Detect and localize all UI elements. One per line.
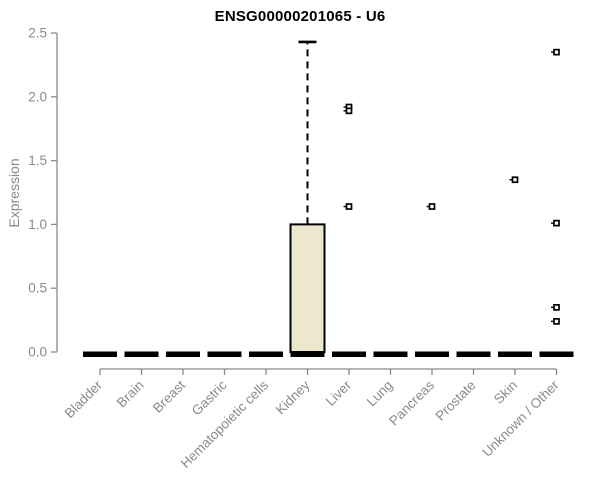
y-tick-label: 2.5 xyxy=(28,26,47,41)
x-tick-label-kidney: Kidney xyxy=(273,377,313,417)
outlier-point-liver xyxy=(345,203,353,210)
x-tick-label-gastric: Gastric xyxy=(189,377,230,418)
y-tick-label: 2.0 xyxy=(28,89,47,104)
x-tick-label-lung: Lung xyxy=(364,378,396,410)
median-skin xyxy=(498,351,532,357)
median-gastric xyxy=(207,351,242,357)
x-tick-label-pancreas: Pancreas xyxy=(386,377,437,428)
outlier-point-unknown-other xyxy=(553,318,560,325)
median-hematopoietic-cells xyxy=(249,351,283,357)
outlier-point-liver xyxy=(345,107,353,115)
median-pancreas xyxy=(415,351,449,357)
x-tick-label-breast: Breast xyxy=(150,377,188,415)
median-lung xyxy=(373,351,408,357)
median-unknown-other xyxy=(539,351,574,357)
median-breast xyxy=(166,351,200,357)
median-bladder xyxy=(83,351,117,357)
chart-title: ENSG00000201065 - U6 xyxy=(214,8,386,25)
y-tick-label: 0.0 xyxy=(28,345,47,360)
x-tick-label-prostate: Prostate xyxy=(432,378,478,424)
x-tick-label-liver: Liver xyxy=(323,377,355,409)
y-tick-label: 0.5 xyxy=(28,281,47,296)
y-tick-label: 1.0 xyxy=(28,217,47,232)
y-tick-label: 1.5 xyxy=(28,153,47,168)
x-tick-label-skin: Skin xyxy=(491,378,520,407)
outlier-point-pancreas xyxy=(428,203,436,210)
outlier-point-unknown-other xyxy=(553,219,560,227)
median-liver xyxy=(332,351,366,357)
median-brain xyxy=(124,351,159,357)
median-kidney xyxy=(290,351,325,357)
median-prostate xyxy=(456,351,491,357)
outlier-point-unknown-other xyxy=(553,48,560,56)
x-tick-label-unknown-other: Unknown / Other xyxy=(479,377,562,460)
outlier-point-unknown-other xyxy=(553,303,560,311)
box-kidney xyxy=(289,223,326,353)
x-tick-label-bladder: Bladder xyxy=(62,377,106,421)
x-tick-label-brain: Brain xyxy=(114,378,147,411)
outlier-point-skin xyxy=(511,176,519,184)
